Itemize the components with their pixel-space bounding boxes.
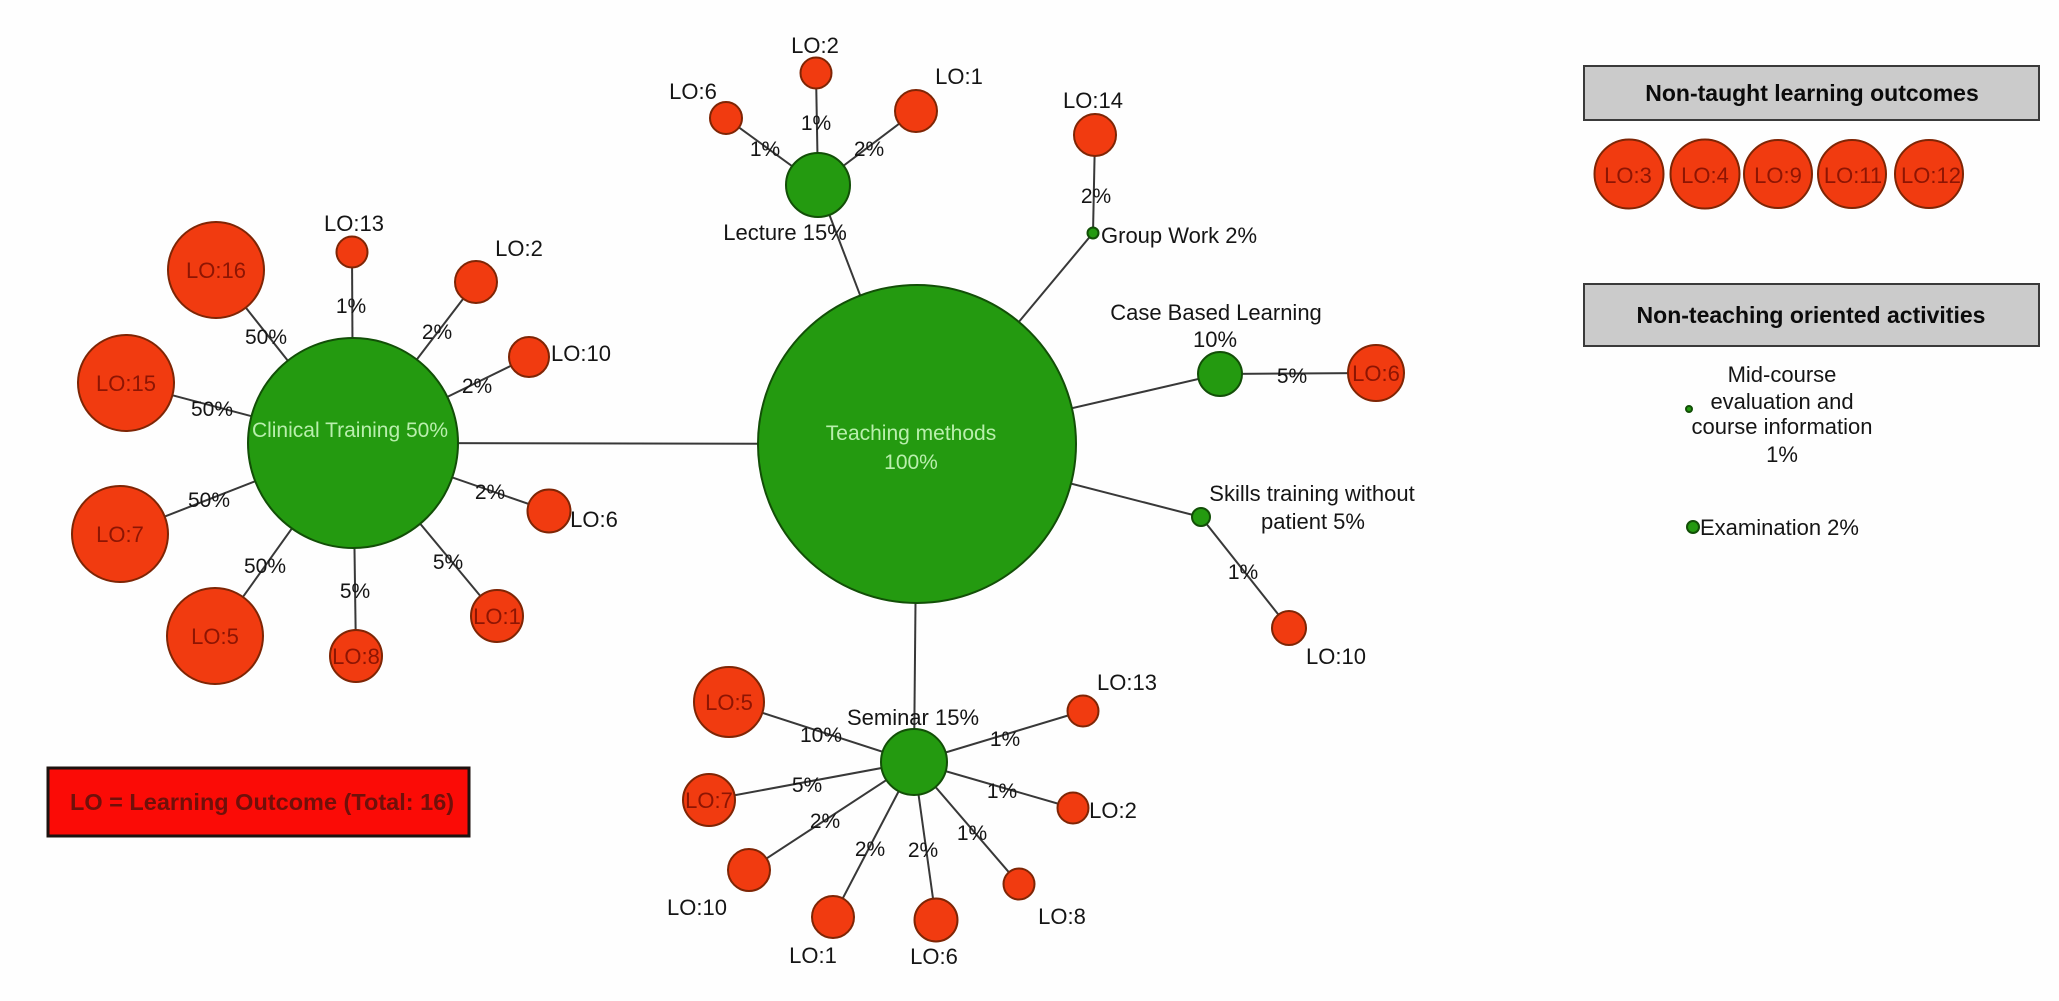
svg-text:LO:15: LO:15 <box>96 371 156 396</box>
svg-text:LO:10: LO:10 <box>667 895 727 920</box>
svg-text:50%: 50% <box>191 398 233 421</box>
svg-text:1%: 1% <box>957 822 987 845</box>
svg-text:1%: 1% <box>750 138 780 161</box>
svg-text:2%: 2% <box>475 481 505 504</box>
svg-text:LO:6: LO:6 <box>669 79 717 104</box>
svg-text:LO:8: LO:8 <box>332 644 380 669</box>
svg-text:LO:13: LO:13 <box>324 211 384 236</box>
svg-text:LO:3: LO:3 <box>1604 163 1652 188</box>
svg-text:2%: 2% <box>855 838 885 861</box>
svg-text:Skills training without: Skills training without <box>1209 481 1414 506</box>
svg-text:LO:10: LO:10 <box>551 341 611 366</box>
svg-text:LO:12: LO:12 <box>1901 163 1961 188</box>
svg-text:LO = Learning Outcome (Total:: LO = Learning Outcome (Total: 16) <box>70 789 454 815</box>
svg-text:Clinical Training 50%: Clinical Training 50% <box>252 419 448 442</box>
svg-text:LO:6: LO:6 <box>570 507 618 532</box>
svg-text:LO:4: LO:4 <box>1681 163 1729 188</box>
svg-text:LO:7: LO:7 <box>96 522 144 547</box>
svg-text:LO:1: LO:1 <box>473 604 521 629</box>
svg-text:1%: 1% <box>987 780 1017 803</box>
svg-text:5%: 5% <box>433 551 463 574</box>
svg-text:LO:2: LO:2 <box>495 236 543 261</box>
svg-text:LO:6: LO:6 <box>910 944 958 969</box>
svg-text:Examination 2%: Examination 2% <box>1700 515 1859 540</box>
svg-text:50%: 50% <box>245 326 287 349</box>
svg-text:100%: 100% <box>884 451 938 474</box>
svg-text:LO:10: LO:10 <box>1306 644 1366 669</box>
svg-text:LO:16: LO:16 <box>186 258 246 283</box>
svg-text:2%: 2% <box>908 839 938 862</box>
svg-text:Case Based Learning: Case Based Learning <box>1110 300 1322 325</box>
svg-text:LO:14: LO:14 <box>1063 88 1123 113</box>
svg-text:Teaching methods: Teaching methods <box>826 422 996 445</box>
svg-text:1%: 1% <box>1766 442 1798 467</box>
svg-text:LO:2: LO:2 <box>791 33 839 58</box>
svg-text:Lecture 15%: Lecture 15% <box>723 220 847 245</box>
svg-text:LO:6: LO:6 <box>1352 361 1400 386</box>
svg-text:Non-teaching oriented activiti: Non-teaching oriented activities <box>1637 302 1986 328</box>
svg-text:1%: 1% <box>1228 561 1258 584</box>
svg-text:10%: 10% <box>800 724 842 747</box>
svg-text:evaluation and: evaluation and <box>1710 389 1853 414</box>
svg-text:LO:8: LO:8 <box>1038 904 1086 929</box>
svg-text:LO:5: LO:5 <box>705 690 753 715</box>
svg-text:LO:13: LO:13 <box>1097 670 1157 695</box>
svg-text:LO:2: LO:2 <box>1089 798 1137 823</box>
svg-text:5%: 5% <box>1277 365 1307 388</box>
svg-text:50%: 50% <box>244 555 286 578</box>
svg-text:LO:1: LO:1 <box>935 64 983 89</box>
svg-text:Seminar 15%: Seminar 15% <box>847 705 979 730</box>
svg-text:2%: 2% <box>854 138 884 161</box>
svg-text:patient 5%: patient 5% <box>1261 509 1365 534</box>
svg-text:LO:9: LO:9 <box>1754 163 1802 188</box>
svg-text:1%: 1% <box>801 112 831 135</box>
svg-text:LO:7: LO:7 <box>685 788 733 813</box>
svg-text:2%: 2% <box>462 375 492 398</box>
svg-text:LO:11: LO:11 <box>1824 163 1882 188</box>
svg-text:course information: course information <box>1692 414 1873 439</box>
svg-text:Mid-course: Mid-course <box>1728 362 1837 387</box>
svg-text:1%: 1% <box>990 728 1020 751</box>
svg-text:LO:5: LO:5 <box>191 624 239 649</box>
svg-text:2%: 2% <box>1081 185 1111 208</box>
svg-text:Group Work 2%: Group Work 2% <box>1101 223 1257 248</box>
svg-text:LO:1: LO:1 <box>789 943 837 968</box>
svg-text:2%: 2% <box>422 321 452 344</box>
svg-text:2%: 2% <box>810 810 840 833</box>
svg-text:5%: 5% <box>792 774 822 797</box>
svg-text:50%: 50% <box>188 489 230 512</box>
svg-text:10%: 10% <box>1193 327 1237 352</box>
svg-text:Non-taught learning outcomes: Non-taught learning outcomes <box>1645 80 1979 106</box>
svg-text:1%: 1% <box>336 295 366 318</box>
svg-text:5%: 5% <box>340 580 370 603</box>
